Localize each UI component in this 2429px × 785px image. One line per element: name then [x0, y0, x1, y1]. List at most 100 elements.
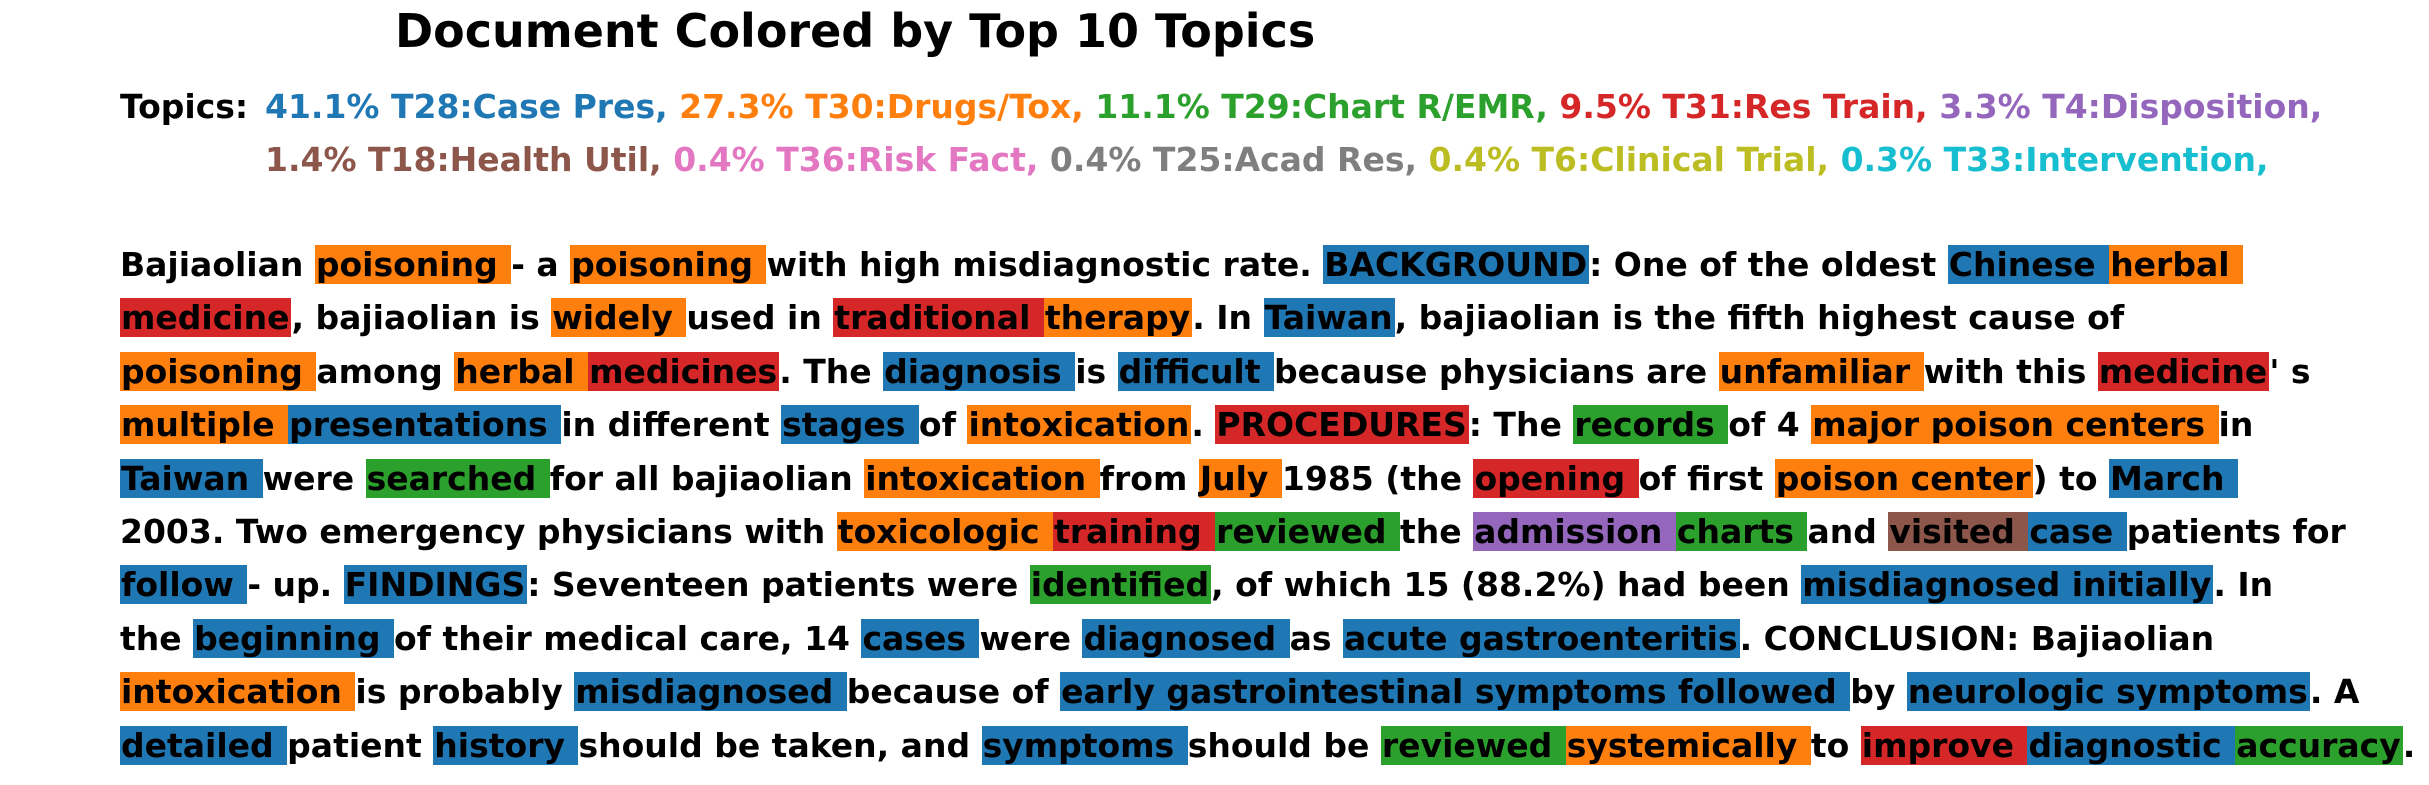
- topics-label: Topics:: [120, 87, 249, 126]
- topic-highlight: searched: [365, 458, 550, 498]
- plain-text: is: [1075, 351, 1118, 391]
- plain-text: were: [262, 458, 366, 498]
- plain-text: with high misdiagnostic rate.: [766, 245, 1324, 284]
- topic-highlight: diagnostic: [2027, 725, 2236, 765]
- topic-entry: 0.4% T6:Clinical Trial,: [1428, 140, 1830, 179]
- topic-legend-row-1: Topics: 41.1% T28:Case Pres, 27.3% T30:Dr…: [120, 80, 2410, 133]
- topic-highlight: poisoning: [120, 351, 317, 391]
- document-line: detailed patient history should be taken…: [120, 719, 2425, 772]
- topic-highlight: presentations: [288, 405, 562, 445]
- topic-highlight: difficult: [1117, 351, 1275, 391]
- plain-text: as: [1289, 618, 1344, 658]
- plain-text: - up.: [247, 565, 344, 605]
- plain-text: , bajiaolian is the fifth highest cause …: [1394, 298, 2125, 338]
- topic-highlight: acute gastroenteritis: [1343, 618, 1740, 658]
- topic-highlight: misdiagnosed: [574, 672, 847, 712]
- topic-highlight: visited: [1888, 512, 2029, 552]
- plain-text: with this: [1923, 351, 2098, 391]
- topic-highlight: detailed: [120, 725, 288, 765]
- topic-highlight: intoxication: [120, 672, 356, 712]
- topic-highlight: symptoms: [981, 725, 1188, 765]
- topic-highlight: accuracy: [2235, 725, 2403, 765]
- plain-text: because of: [846, 672, 1061, 712]
- plain-text: of 4: [1728, 405, 1812, 445]
- topic-highlight: multiple: [120, 405, 289, 445]
- plain-text: - a: [511, 245, 571, 284]
- topic-entry: 11.1% T29:Chart R/EMR,: [1095, 87, 1548, 126]
- topic-highlight: opening: [1473, 458, 1639, 498]
- plain-text: used in: [686, 298, 834, 338]
- topic-highlight: cases: [861, 618, 980, 658]
- plain-text: : The: [1468, 405, 1574, 445]
- plain-text: of: [918, 405, 968, 445]
- topic-highlight: diagnosis: [883, 351, 1076, 391]
- document-line: follow - up. FINDINGS: Seventeen patient…: [120, 558, 2425, 611]
- topic-highlight: diagnosed: [1082, 618, 1290, 658]
- topic-entry: 27.3% T30:Drugs/Tox,: [679, 87, 1084, 126]
- plain-text: of first: [1638, 458, 1775, 498]
- plain-text: should be taken, and: [578, 725, 982, 765]
- plain-text: 2003. Two emergency physicians with: [120, 512, 837, 552]
- plain-text: : One of the oldest: [1589, 245, 1948, 284]
- topic-highlight: admission: [1473, 512, 1676, 552]
- plain-text: in: [2218, 405, 2254, 445]
- topic-entry: 3.3% T4:Disposition,: [1939, 87, 2323, 126]
- plain-text: to: [1810, 725, 1861, 765]
- document-line: poisoning among herbal medicines. The di…: [120, 345, 2425, 398]
- topic-highlight: PROCEDURES: [1215, 405, 1469, 445]
- document-line: Bajiaolian poisoning - a poisoning with …: [120, 238, 2425, 291]
- topic-entry: 0.4% T25:Acad Res,: [1049, 140, 1418, 179]
- plain-text: ' s: [2269, 351, 2311, 391]
- topic-highlight: toxicologic: [836, 512, 1054, 552]
- page-title: Document Colored by Top 10 Topics: [395, 4, 1316, 58]
- topic-entry: 1.4% T18:Health Util,: [265, 140, 662, 179]
- document-text: Bajiaolian poisoning - a poisoning with …: [120, 238, 2425, 772]
- topic-highlight: medicine: [120, 298, 292, 338]
- document-line: Taiwan were searched for all bajiaolian …: [120, 452, 2425, 505]
- topic-highlight: neurologic symptoms: [1906, 672, 2310, 712]
- topic-highlight: intoxication: [967, 405, 1192, 445]
- topic-highlight: improve: [1860, 725, 2028, 765]
- topic-highlight: poisoning: [570, 245, 767, 284]
- topic-highlight: widely: [551, 298, 687, 338]
- topic-highlight: records: [1573, 405, 1729, 445]
- topic-highlight: poisoning: [314, 245, 512, 284]
- topic-legend: Topics: 41.1% T28:Case Pres, 27.3% T30:Dr…: [120, 80, 2410, 186]
- topic-highlight: herbal: [454, 351, 589, 391]
- plain-text: from: [1099, 458, 1199, 498]
- topic-highlight: misdiagnosed initially: [1801, 565, 2214, 605]
- topic-highlight: systemically: [1565, 725, 1811, 765]
- topic-highlight: history: [433, 725, 579, 765]
- plain-text: : Seventeen patients were: [527, 565, 1030, 605]
- topic-highlight: herbal: [2109, 245, 2244, 284]
- topic-highlight: training: [1053, 512, 1216, 552]
- topic-highlight: FINDINGS: [343, 565, 528, 605]
- plain-text: ) to: [2032, 458, 2110, 498]
- topic-highlight: therapy: [1043, 298, 1193, 338]
- topic-highlight: reviewed: [1215, 512, 1400, 552]
- plain-text: by: [1850, 672, 1907, 712]
- document-line: the beginning of their medical care, 14 …: [120, 612, 2425, 665]
- topic-highlight: follow: [120, 565, 248, 605]
- plain-text: in different: [561, 405, 782, 445]
- plain-text: patient: [287, 725, 434, 765]
- topic-highlight: identified: [1029, 565, 1212, 605]
- topic-entry: 9.5% T31:Res Train,: [1559, 87, 1928, 126]
- topic-highlight: charts: [1675, 512, 1808, 552]
- plain-text: among: [316, 351, 455, 391]
- plain-text: patients for: [2126, 512, 2346, 552]
- document-line: intoxication is probably misdiagnosed be…: [120, 665, 2425, 718]
- topic-highlight: case: [2028, 512, 2127, 552]
- plain-text: . The: [779, 351, 884, 391]
- topic-highlight: stages: [781, 405, 919, 445]
- topic-highlight: reviewed: [1380, 725, 1566, 765]
- topic-highlight: Taiwan: [1263, 298, 1395, 338]
- topic-highlight: July: [1198, 458, 1282, 498]
- topic-highlight: unfamiliar: [1718, 351, 1924, 391]
- plain-text: and: [1807, 512, 1889, 552]
- plain-text: . In: [1192, 298, 1264, 338]
- topic-highlight: beginning: [193, 618, 394, 658]
- topic-highlight: intoxication: [864, 458, 1100, 498]
- topic-highlight: Chinese: [1947, 245, 2110, 284]
- topic-highlight: March: [2109, 458, 2238, 498]
